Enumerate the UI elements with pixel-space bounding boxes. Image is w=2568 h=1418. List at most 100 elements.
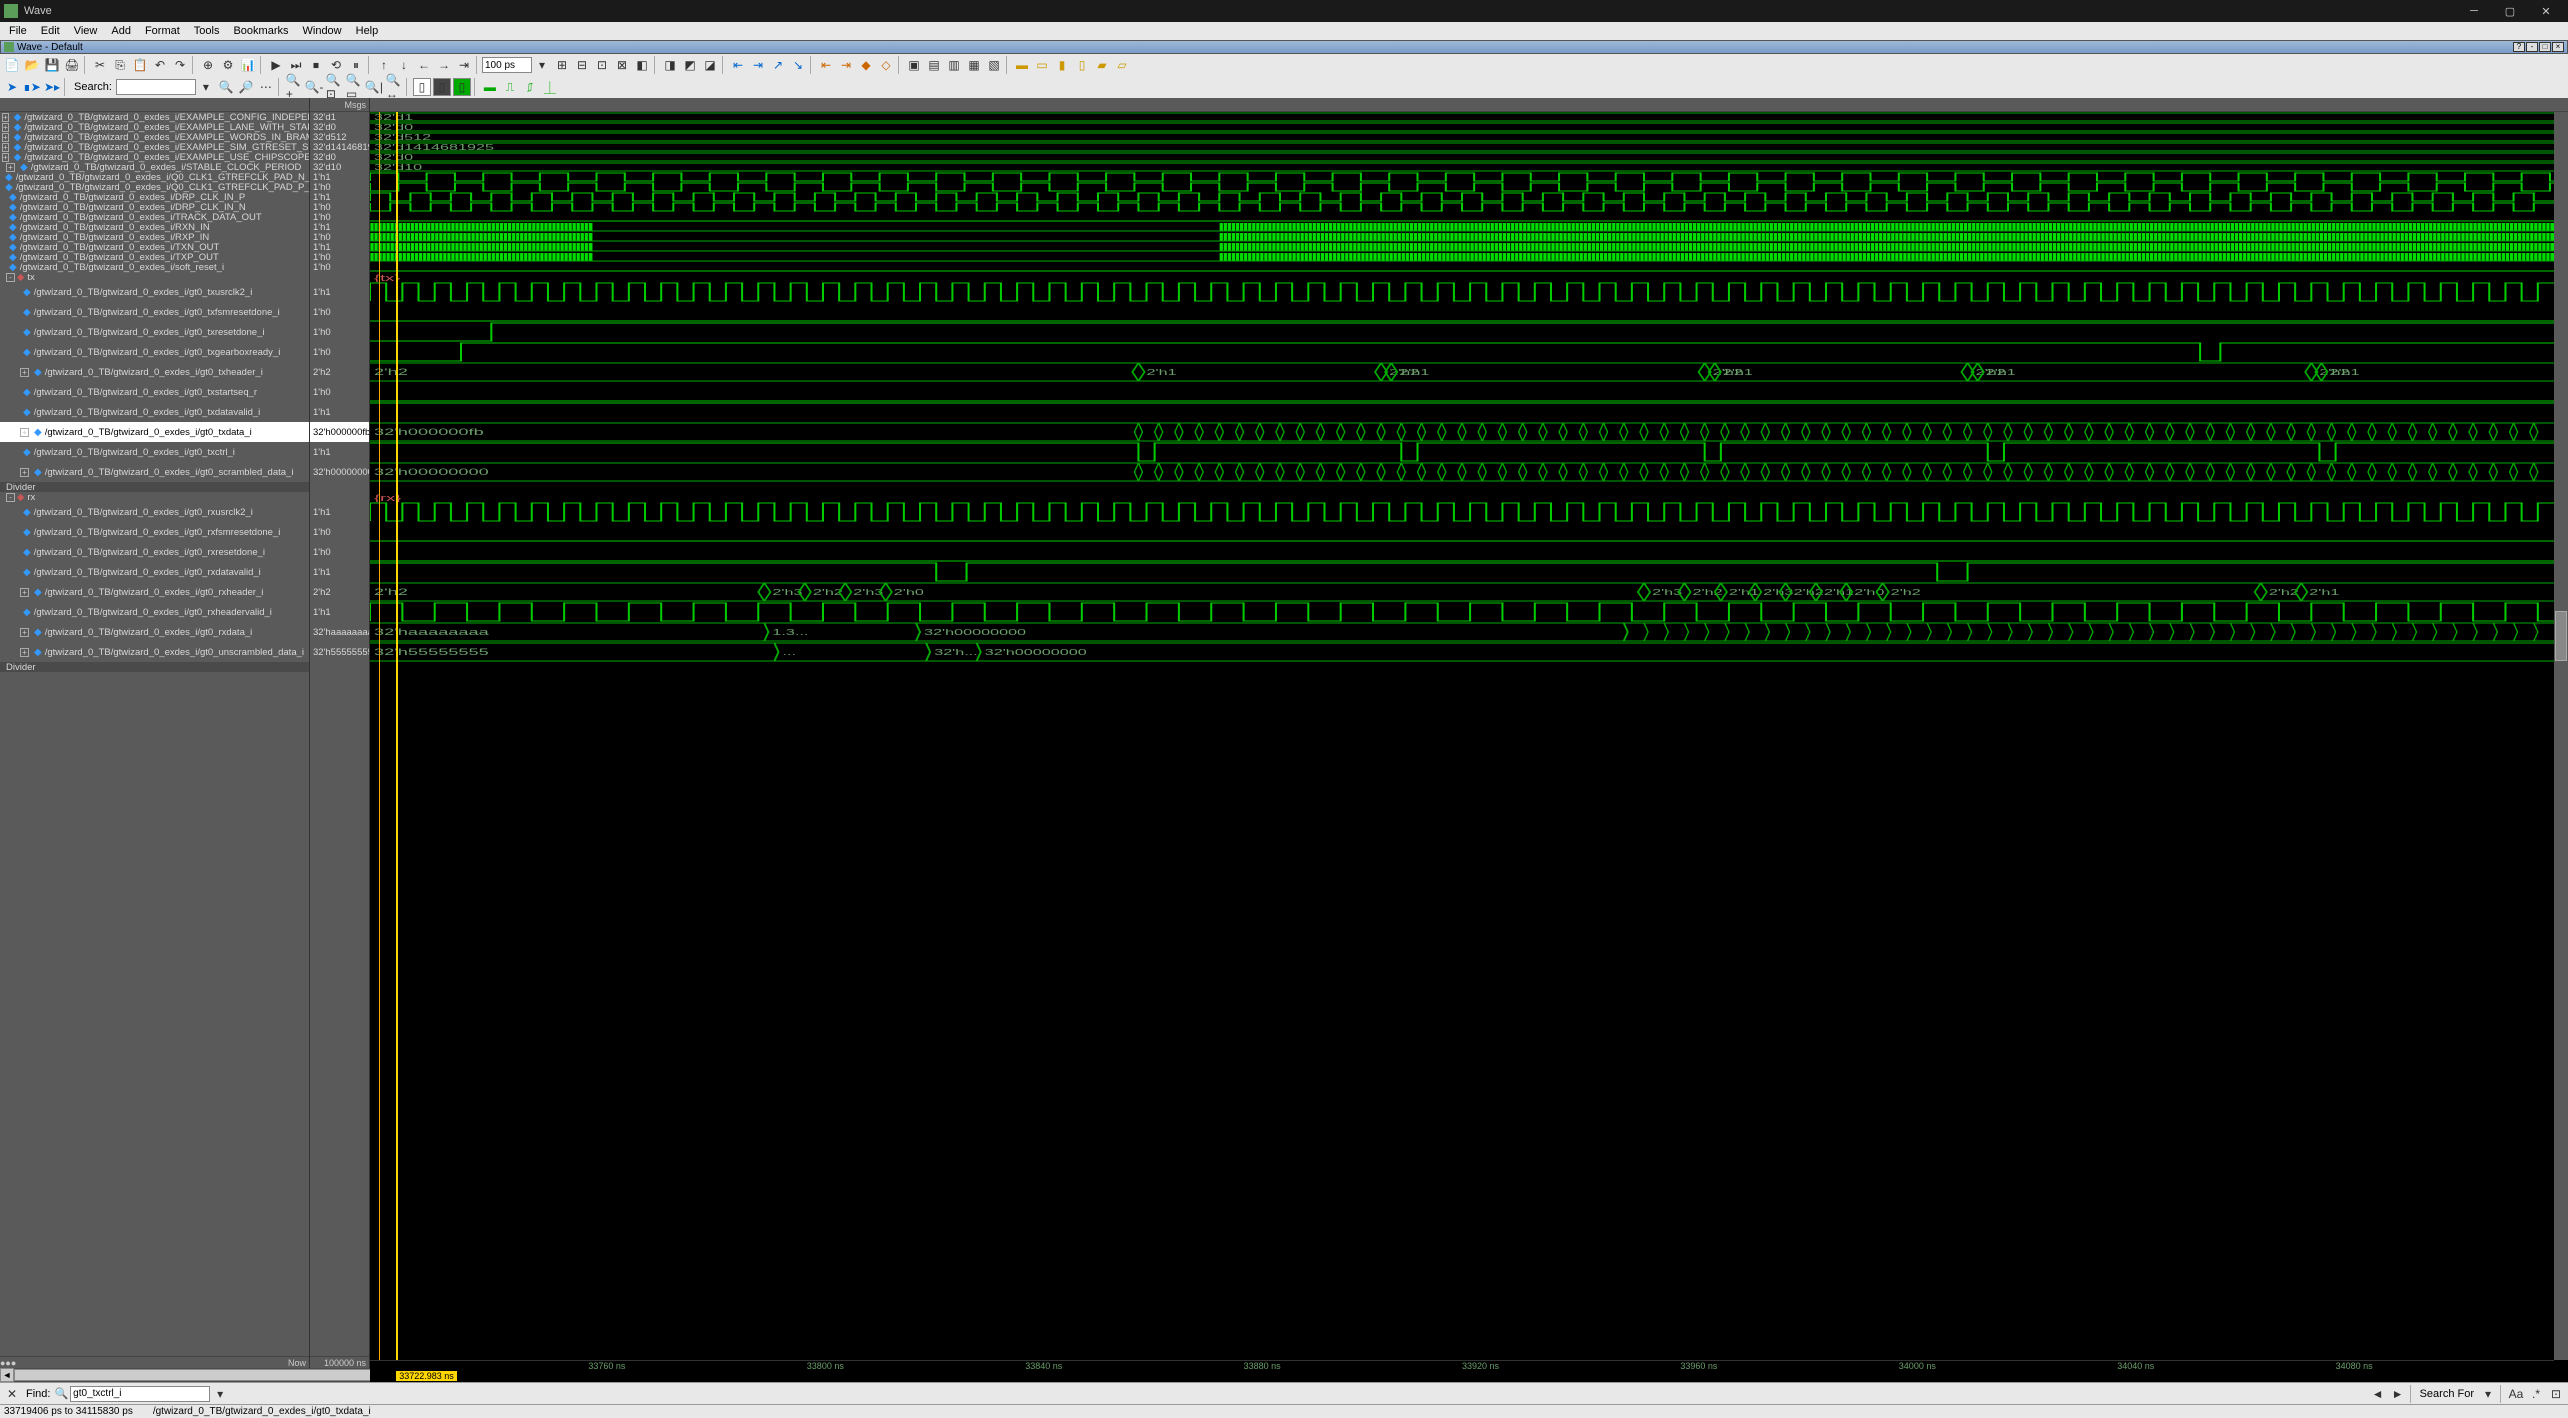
tool-c[interactable]: 📊: [239, 56, 257, 74]
signal-value-row[interactable]: 1'h1: [310, 172, 369, 182]
signal-name-row[interactable]: ◆/gtwizard_0_TB/gtwizard_0_exdes_i/gt0_t…: [0, 342, 309, 362]
signal-value-row[interactable]: 1'h1: [310, 562, 369, 582]
time-input[interactable]: [482, 57, 532, 73]
waveform-row[interactable]: [370, 232, 2554, 242]
signal-value-row[interactable]: 1'h0: [310, 232, 369, 242]
signal-value-row[interactable]: [310, 662, 369, 672]
signal-value-row[interactable]: 32'h55555555: [310, 642, 369, 662]
signal-value-row[interactable]: 1'h1: [310, 192, 369, 202]
sig-c[interactable]: ⎎: [521, 78, 539, 96]
fmt-b[interactable]: ▯: [433, 78, 451, 96]
g5[interactable]: ▰: [1093, 56, 1111, 74]
signal-value-row[interactable]: [310, 492, 369, 502]
signal-name-row[interactable]: ◆/gtwizard_0_TB/gtwizard_0_exdes_i/RXN_I…: [0, 222, 309, 232]
find-dropdown[interactable]: ▾: [211, 1385, 229, 1403]
find-opt-b[interactable]: .*: [2527, 1385, 2545, 1403]
save-button[interactable]: 💾: [43, 56, 61, 74]
mode-a[interactable]: ➤: [3, 78, 21, 96]
menu-bookmarks[interactable]: Bookmarks: [226, 25, 295, 37]
waveform-row[interactable]: [370, 322, 2554, 342]
undo-button[interactable]: ↶: [151, 56, 169, 74]
menu-edit[interactable]: Edit: [34, 25, 67, 37]
waveform-row[interactable]: [370, 192, 2554, 202]
signal-name-row[interactable]: +◆/gtwizard_0_TB/gtwizard_0_exdes_i/gt0_…: [0, 362, 309, 382]
waveform-row[interactable]: [370, 562, 2554, 582]
search-input[interactable]: [116, 79, 196, 95]
sig-b[interactable]: ⎍: [501, 78, 519, 96]
waveform-row[interactable]: [370, 662, 2554, 672]
time-unit[interactable]: ▾: [533, 56, 551, 74]
cur-prev[interactable]: ⇤: [817, 56, 835, 74]
signal-name-row[interactable]: ◆/gtwizard_0_TB/gtwizard_0_exdes_i/TXP_O…: [0, 252, 309, 262]
signal-value-row[interactable]: 2'h2: [310, 362, 369, 382]
signal-name-row[interactable]: +◆/gtwizard_0_TB/gtwizard_0_exdes_i/gt0_…: [0, 462, 309, 482]
signal-value-row[interactable]: 1'h0: [310, 522, 369, 542]
signal-name-row[interactable]: ◆/gtwizard_0_TB/gtwizard_0_exdes_i/gt0_t…: [0, 442, 309, 462]
cur-a[interactable]: ◆: [857, 56, 875, 74]
tool-b[interactable]: ⚙: [219, 56, 237, 74]
nav-end[interactable]: ⇥: [455, 56, 473, 74]
expand-icon[interactable]: +: [2, 133, 9, 142]
waveform-row[interactable]: 32'haaaaaaaa1.3...32'h00000000: [370, 622, 2554, 642]
signal-name-row[interactable]: +◆/gtwizard_0_TB/gtwizard_0_exdes_i/EXAM…: [0, 112, 309, 122]
waveform-row[interactable]: 2'h22'h12'h22'h12'h22'h12'h22'h12'h22'h1: [370, 362, 2554, 382]
zoom-full[interactable]: 🔍⊡: [325, 78, 343, 96]
waveform-row[interactable]: 32'd512: [370, 132, 2554, 142]
sig-a[interactable]: ▬: [481, 78, 499, 96]
time-axis[interactable]: 33760 ns33800 ns33840 ns33880 ns33920 ns…: [370, 1360, 2554, 1382]
signal-name-row[interactable]: ◆/gtwizard_0_TB/gtwizard_0_exdes_i/Q0_CL…: [0, 182, 309, 192]
sig-d[interactable]: ⏊: [541, 78, 559, 96]
signal-value-row[interactable]: 1'h0: [310, 342, 369, 362]
m1[interactable]: ▣: [905, 56, 923, 74]
run-button[interactable]: ▶: [267, 56, 285, 74]
signal-value-row[interactable]: 1'h0: [310, 212, 369, 222]
signal-name-row[interactable]: ◆/gtwizard_0_TB/gtwizard_0_exdes_i/TXN_O…: [0, 242, 309, 252]
cur-b[interactable]: ◇: [877, 56, 895, 74]
nav-up[interactable]: ↑: [375, 56, 393, 74]
t2[interactable]: ⊟: [573, 56, 591, 74]
cursor-flag[interactable]: 33722.983 ns: [396, 1371, 457, 1381]
signal-value-row[interactable]: 32'haaaaaaaa: [310, 622, 369, 642]
cut-button[interactable]: ✂: [91, 56, 109, 74]
search-dropdown[interactable]: ▾: [197, 78, 215, 96]
doc-help-button[interactable]: ?: [2513, 42, 2525, 52]
expand-icon[interactable]: +: [2, 153, 9, 162]
signal-value-row[interactable]: 32'd0: [310, 152, 369, 162]
expand-icon[interactable]: +: [2, 123, 9, 132]
edge-next[interactable]: ⇥: [749, 56, 767, 74]
signal-name-row[interactable]: +◆/gtwizard_0_TB/gtwizard_0_exdes_i/STAB…: [0, 162, 309, 172]
edge-fall[interactable]: ↘: [789, 56, 807, 74]
signal-value-row[interactable]: 1'h1: [310, 602, 369, 622]
minimize-button[interactable]: ─: [2456, 0, 2492, 22]
signal-name-row[interactable]: +◆/gtwizard_0_TB/gtwizard_0_exdes_i/EXAM…: [0, 152, 309, 162]
waveform-row[interactable]: [370, 182, 2554, 192]
waveform-row[interactable]: [370, 212, 2554, 222]
waveform-row[interactable]: [370, 252, 2554, 262]
t8[interactable]: ◪: [701, 56, 719, 74]
t7[interactable]: ◩: [681, 56, 699, 74]
waveform-row[interactable]: [370, 202, 2554, 212]
signal-value-row[interactable]: 32'd0: [310, 122, 369, 132]
signal-value-row[interactable]: 32'd512: [310, 132, 369, 142]
doc-max-button[interactable]: □: [2539, 42, 2551, 52]
tool-a[interactable]: ⊕: [199, 56, 217, 74]
signal-value-row[interactable]: 32'd1: [310, 112, 369, 122]
zoom-in[interactable]: 🔍+: [285, 78, 303, 96]
waveform-row[interactable]: 2'h22'h32'h22'h32'h02'h32'h22'h12'h32'h2…: [370, 582, 2554, 602]
signal-name-row[interactable]: +◆/gtwizard_0_TB/gtwizard_0_exdes_i/gt0_…: [0, 582, 309, 602]
signal-value-row[interactable]: 1'h0: [310, 182, 369, 192]
waveform-row[interactable]: [370, 382, 2554, 402]
waveform-row[interactable]: 32'h00000000: [370, 462, 2554, 482]
find-opt-a[interactable]: Aa: [2507, 1385, 2525, 1403]
signal-name-row[interactable]: -◆tx: [0, 272, 309, 282]
waveform-row[interactable]: 32'h000000fb: [370, 422, 2554, 442]
find-input[interactable]: [70, 1386, 210, 1402]
signal-name-row[interactable]: ◆/gtwizard_0_TB/gtwizard_0_exdes_i/DRP_C…: [0, 192, 309, 202]
expand-icon[interactable]: +: [20, 368, 29, 377]
signal-value-row[interactable]: 1'h1: [310, 222, 369, 232]
signal-value-row[interactable]: [310, 272, 369, 282]
signal-name-row[interactable]: +◆/gtwizard_0_TB/gtwizard_0_exdes_i/EXAM…: [0, 132, 309, 142]
signal-value-row[interactable]: 1'h0: [310, 542, 369, 562]
restart-button[interactable]: ⟲: [327, 56, 345, 74]
t3[interactable]: ⊡: [593, 56, 611, 74]
